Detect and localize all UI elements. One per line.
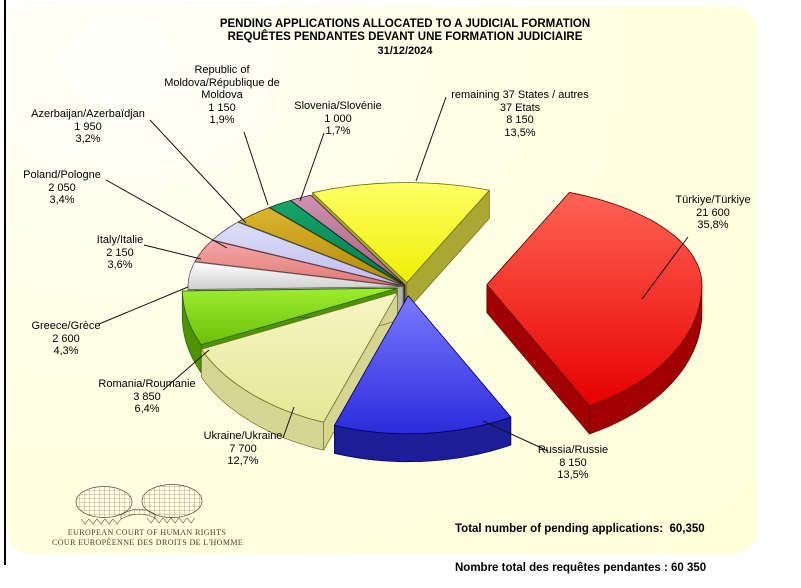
callout-line-moldova [243,131,269,206]
callout-line-turkiye [641,236,689,300]
callout-line-slovenia [299,132,325,202]
pie-chart-svg [98,96,703,463]
label-azerbaijan: Azerbaijan/Azerbaïdjan 1 950 3,2% [31,108,145,145]
label-russia: Russia/Russie 8 150 13,5% [537,444,609,481]
logo-text-en: EUROPEAN COURT OF HUMAN RIGHTS [67,528,227,537]
pie-slice-russia [334,295,512,463]
chart-date: 31/12/2024 [377,45,433,57]
label-poland: Poland/Pologne 2 050 3,4% [23,169,101,206]
page-left-border [4,0,6,565]
callout-line-romania [162,349,210,391]
label-turkiye: Türkiye/Türkiye 21 600 35,8% [675,194,751,231]
callout-line-remaining [415,96,447,182]
pie-slice-turkiye [486,192,703,435]
callout-line-russia [482,420,549,452]
total-line-en: Total number of pending applications: 60… [455,523,705,535]
totals-block: Total number of pending applications: 60… [455,497,706,588]
callout-line-azerbaijan [149,119,247,224]
label-remaining: remaining 37 States / autres 37 Etats 8 15… [451,89,589,139]
label-slovenia: Slovenia/Slovénie 1 000 1,7% [294,100,382,137]
pie-slice-ukraine [201,292,398,451]
label-greece: Greece/Grèce 2 600 4,3% [31,320,101,357]
echr-building-icon [75,484,203,525]
label-moldova: Republic of Moldova/République de Moldova 1… [164,64,280,126]
chart-title: PENDING APPLICATIONS ALLOCATED TO A JUDI… [220,18,590,58]
callout-line-italy [143,244,202,260]
chart-title-line2: REQUÊTES PENDANTES DEVANT UNE FORMATION … [227,31,583,43]
label-romania: Romania/Roumanie 3 850 6,4% [98,378,196,415]
total-line-fr: Nombre total des requêtes pendantes : 60… [455,562,707,574]
label-italy: Italy/Italie 2 150 3,6% [96,234,144,271]
callout-line-ukraine [282,406,295,439]
chart-page: { "page": { "background": "#FFFFFF", "pl… [4,0,757,574]
echr-logo: EUROPEAN COURT OF HUMAN RIGHTS COUR EURO… [52,482,244,548]
chart-title-line1: PENDING APPLICATIONS ALLOCATED TO A JUDI… [219,18,591,30]
label-ukraine: Ukraine/Ukraine 7 700 12,7% [203,430,283,467]
callout-line-poland [105,179,228,249]
logo-text-fr: COUR EUROPÉENNE DES DROITS DE L'HOMME [52,538,244,547]
callout-line-greece [98,286,189,325]
